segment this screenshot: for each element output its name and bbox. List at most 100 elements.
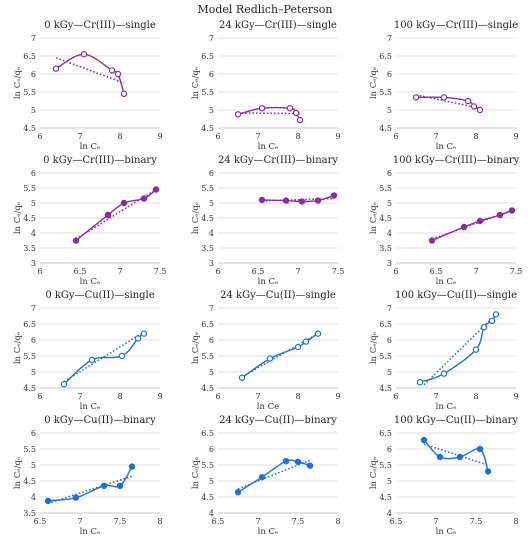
y-tick-label: 4.5 (201, 493, 214, 502)
data-point (152, 186, 160, 193)
y-tick-label: 6.5 (201, 429, 214, 438)
x-tick-label: 8 (157, 517, 162, 526)
y-axis-label: ln Cₑ/qₑ (369, 67, 379, 99)
x-tick-label: 9 (335, 392, 340, 401)
y-tick-label: 6 (209, 169, 214, 178)
data-point (72, 237, 80, 244)
panel-11: 24 kGy—Cu(II)—binary 4 4.5 5 5.5 6 6.5 6.5 7 7.5 8… (191, 415, 341, 537)
x-axis-label: ln Cₑ (258, 277, 279, 287)
y-tick-label: 6 (209, 336, 214, 345)
y-tick-label: 5 (31, 368, 36, 377)
y-tick-label: 4 (387, 509, 392, 518)
trendline (75, 188, 157, 240)
x-tick-label: 6 (393, 132, 398, 141)
x-tick-label: 7 (77, 517, 82, 526)
x-axis-label: ln Cₑ (258, 142, 279, 152)
y-tick-label: 5 (387, 199, 392, 208)
y-tick-label: 6 (209, 445, 214, 454)
data-point (508, 207, 516, 214)
y-tick-label: 4 (387, 229, 392, 238)
x-axis-label: ln Ce (257, 402, 279, 412)
data-point (258, 104, 266, 112)
panel-6: 100 kGy—Cr(III)—binary 3 3.5 4 4.5 5 5.5 6 6 6.5 7… (369, 155, 522, 287)
x-tick-label: 6.5 (430, 267, 443, 276)
y-tick-label: 3.5 (379, 244, 392, 253)
y-tick-label: 6 (31, 429, 36, 438)
data-point (234, 489, 242, 496)
y-tick-label: 7 (209, 34, 214, 43)
x-tick-label: 6.5 (34, 517, 47, 526)
y-tick-label: 7 (387, 34, 392, 43)
y-tick-label: 4.5 (23, 214, 36, 223)
y-tick-label: 6 (31, 70, 36, 79)
x-tick-label: 7.5 (292, 517, 305, 526)
x-axis-label: ln Cₑ (436, 527, 457, 537)
panel-title: 100 kGy—Cu(II)—binary (394, 415, 519, 426)
x-tick-label: 9 (513, 132, 518, 141)
y-tick-label: 6.5 (201, 320, 214, 329)
x-axis-label: ln Cₑ (436, 277, 457, 287)
series-line (261, 194, 335, 203)
data-point (108, 67, 116, 74)
y-tick-label: 5 (209, 199, 214, 208)
y-tick-label: 5.5 (23, 184, 36, 193)
data-point (238, 374, 246, 381)
data-point (302, 338, 310, 345)
panel-title: 0 kGy—Cr(III)—binary (43, 155, 157, 166)
x-tick-label: 7 (117, 267, 122, 276)
x-tick-label: 7.5 (114, 517, 127, 526)
panel-title: 24 kGy—Cr(III)—single (219, 20, 337, 31)
panel-7: 0 kGy—Cu(II)—single 4.5 5 5.5 6 6.5 7 6 7 8 9 ln Cₑ… (13, 290, 163, 412)
trendline (55, 57, 125, 84)
y-axis-label: ln Cₑ/qₑ (369, 332, 379, 364)
panel-title: 24 kGy—Cr(III)—binary (218, 155, 338, 166)
data-point (266, 355, 274, 362)
y-tick-label: 3 (31, 259, 36, 268)
data-point (416, 379, 424, 386)
y-tick-label: 4.5 (379, 214, 392, 223)
x-tick-label: 6 (215, 392, 220, 401)
y-tick-label: 5 (387, 477, 392, 486)
y-axis-label: ln Cₑ/qₑ (191, 67, 201, 99)
y-tick-label: 4.5 (23, 477, 36, 486)
x-tick-label: 6 (393, 267, 398, 276)
y-tick-label: 6.5 (23, 320, 36, 329)
data-point (116, 482, 124, 489)
y-tick-label: 4.5 (201, 124, 214, 133)
y-tick-label: 7 (31, 304, 36, 313)
x-tick-label: 7 (473, 267, 478, 276)
y-tick-label: 7 (387, 304, 392, 313)
y-tick-label: 5 (209, 477, 214, 486)
x-tick-label: 6.5 (252, 267, 265, 276)
panel-2: 24 kGy—Cr(III)—single 4.5 5 5.5 6 6.5 7 6 7 8 9 ln … (191, 20, 341, 152)
panel-title: 0 kGy—Cr(III)—single (44, 20, 156, 31)
y-tick-label: 5.5 (201, 184, 214, 193)
data-point (88, 356, 96, 364)
x-tick-label: 6 (215, 132, 220, 141)
panel-title: 0 kGy—Cu(II)—binary (44, 415, 156, 426)
panel-title: 100 kGy—Cr(III)—single (394, 20, 518, 31)
x-axis-label: ln Cₑ (436, 402, 457, 412)
y-tick-label: 4.5 (379, 493, 392, 502)
panel-9: 100 kGy—Cu(II)—single 4.5 5 5.5 6 6.5 7 6 7 8 9 ln … (369, 290, 519, 412)
x-tick-label: 9 (335, 132, 340, 141)
panel-12: 100 kGy—Cu(II)—binary 4 4.5 5 5.5 6 6.5 6.5 7 7.5… (369, 415, 519, 537)
panel-title: 100 kGy—Cr(III)—binary (393, 155, 520, 166)
x-tick-label: 6.5 (74, 267, 87, 276)
panel-10: 0 kGy—Cu(II)—binary 3.5 4 4.5 5 5.5 6 6.5 7 7.5 8 l… (13, 415, 163, 537)
data-point (118, 352, 126, 360)
y-tick-label: 6.5 (379, 429, 392, 438)
y-tick-label: 5.5 (23, 88, 36, 97)
data-point (420, 436, 428, 444)
x-tick-label: 8 (117, 132, 122, 141)
x-tick-label: 7 (433, 392, 438, 401)
y-tick-label: 4.5 (379, 384, 392, 393)
y-tick-label: 3.5 (201, 244, 214, 253)
x-tick-label: 7.5 (154, 267, 167, 276)
y-tick-label: 5 (209, 106, 214, 115)
x-tick-label: 8 (473, 132, 478, 141)
data-point (412, 94, 420, 101)
x-axis-label: ln Cₑ (80, 142, 101, 152)
y-tick-label: 4.5 (201, 384, 214, 393)
y-tick-label: 4 (31, 493, 36, 502)
